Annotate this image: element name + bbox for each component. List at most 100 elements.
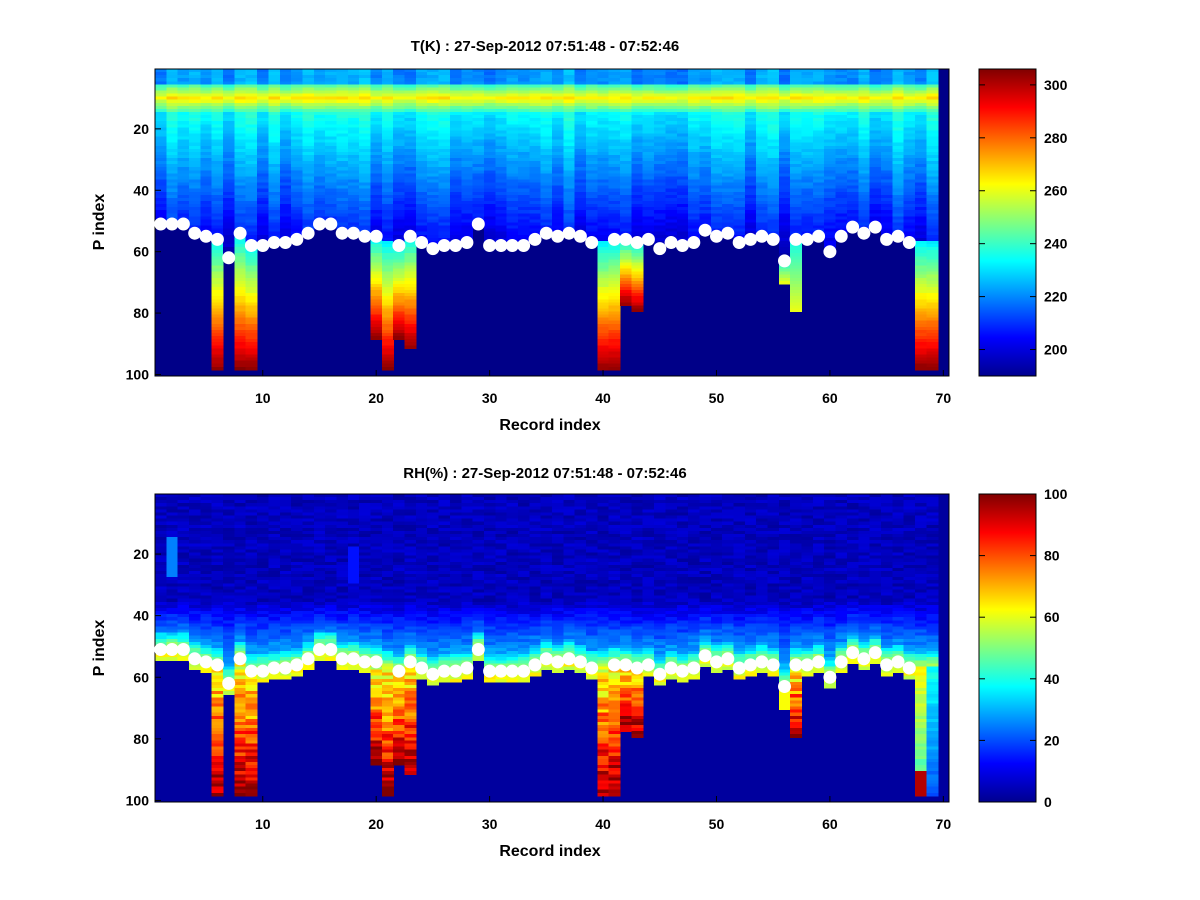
- temperature-cell: [517, 72, 530, 76]
- temperature-cell: [393, 317, 406, 322]
- temperature-cell: [211, 329, 224, 334]
- temperature-cell: [325, 124, 338, 128]
- temperature-cell: [778, 127, 791, 131]
- temperature-cell: [234, 339, 247, 343]
- temperature-cell: [801, 133, 814, 138]
- temperature-cell: [483, 142, 496, 147]
- temperature-cell: [699, 216, 712, 221]
- temperature-cell: [393, 154, 406, 159]
- temperature-cell: [155, 136, 167, 141]
- temperature-cell: [529, 99, 542, 104]
- humidity-cell: [211, 777, 224, 782]
- temperature-cell: [325, 105, 338, 110]
- temperature-cell: [744, 179, 757, 184]
- humidity-cell: [211, 571, 224, 575]
- temperature-cell: [359, 130, 372, 135]
- temperature-cell: [608, 87, 621, 92]
- temperature-cell: [710, 151, 723, 156]
- temperature-cell: [234, 158, 247, 162]
- temperature-cell: [574, 210, 587, 214]
- humidity-cell: [155, 583, 167, 587]
- temperature-cell: [778, 277, 791, 282]
- temperature-cell: [393, 231, 406, 236]
- temperature-cell: [926, 99, 939, 104]
- temperature-cell: [608, 326, 621, 331]
- humidity-cell: [166, 518, 179, 523]
- temperature-cell: [597, 286, 610, 291]
- temperature-cell: [620, 90, 632, 95]
- temperature-cell: [381, 363, 394, 368]
- humidity-cell: [245, 580, 258, 584]
- temperature-cell: [381, 290, 394, 294]
- temperature-cell: [370, 320, 383, 325]
- temperature-cell: [552, 108, 564, 113]
- temperature-cell: [381, 173, 394, 178]
- y-tick-label: 100: [126, 366, 150, 382]
- temperature-cell: [245, 96, 258, 101]
- temperature-cell: [313, 111, 326, 116]
- temperature-cell: [914, 234, 927, 239]
- temperature-cell: [835, 161, 848, 165]
- temperature-cell: [517, 69, 530, 73]
- temperature-cell: [177, 93, 190, 98]
- temperature-cell: [347, 75, 360, 79]
- humidity-cell: [234, 746, 247, 751]
- temperature-cell: [404, 286, 417, 291]
- temperature-cell: [325, 87, 338, 92]
- temperature-cell: [744, 72, 757, 76]
- temperature-cell: [313, 87, 326, 92]
- temperature-cell: [586, 182, 598, 187]
- temperature-cell: [926, 201, 939, 205]
- temperature-cell: [279, 207, 292, 211]
- temperature-cell: [291, 222, 304, 227]
- temperature-cell: [767, 188, 780, 193]
- temperature-cell: [903, 145, 916, 150]
- temperature-cell: [892, 93, 905, 98]
- temperature-cell: [801, 225, 814, 230]
- temperature-cell: [552, 130, 564, 135]
- temperature-cell: [223, 142, 235, 147]
- temperature-cell: [393, 225, 406, 230]
- temperature-cell: [415, 216, 428, 221]
- temperature-cell: [699, 124, 712, 128]
- temperature-cell: [427, 185, 440, 190]
- temperature-cell: [688, 145, 701, 150]
- temperature-cell: [313, 170, 326, 174]
- temperature-cell: [676, 115, 689, 119]
- temperature-cell: [801, 78, 814, 82]
- temperature-cell: [483, 133, 496, 138]
- humidity-cell: [223, 617, 235, 621]
- temperature-cell: [631, 99, 644, 104]
- humidity-cell: [245, 524, 258, 529]
- temperature-cell: [733, 102, 746, 107]
- temperature-cell: [177, 191, 190, 196]
- temperature-cell: [835, 173, 848, 178]
- humidity-cell: [234, 789, 247, 794]
- temperature-surface-marker: [880, 232, 894, 246]
- temperature-cell: [245, 216, 258, 221]
- temperature-cell: [835, 201, 848, 205]
- humidity-cell: [234, 777, 247, 782]
- temperature-cell: [393, 139, 406, 144]
- temperature-cell: [381, 191, 394, 196]
- temperature-cell: [370, 72, 383, 76]
- temperature-cell: [370, 323, 383, 328]
- temperature-cell: [506, 75, 519, 79]
- temperature-cell: [495, 158, 508, 162]
- humidity-cell: [223, 611, 235, 615]
- temperature-cell: [688, 81, 701, 85]
- temperature-cell: [517, 118, 530, 122]
- temperature-cell: [676, 228, 689, 233]
- temperature-cell: [495, 142, 508, 147]
- temperature-cell: [665, 219, 678, 224]
- temperature-cell: [427, 188, 440, 193]
- temperature-cell: [676, 124, 689, 128]
- temperature-cell: [756, 188, 769, 193]
- temperature-cell: [688, 87, 701, 92]
- temperature-cell: [483, 179, 496, 184]
- temperature-cell: [245, 259, 258, 264]
- temperature-cell: [404, 333, 417, 337]
- temperature-cell: [926, 145, 939, 150]
- temperature-cell: [642, 194, 655, 199]
- humidity-cell: [211, 765, 224, 769]
